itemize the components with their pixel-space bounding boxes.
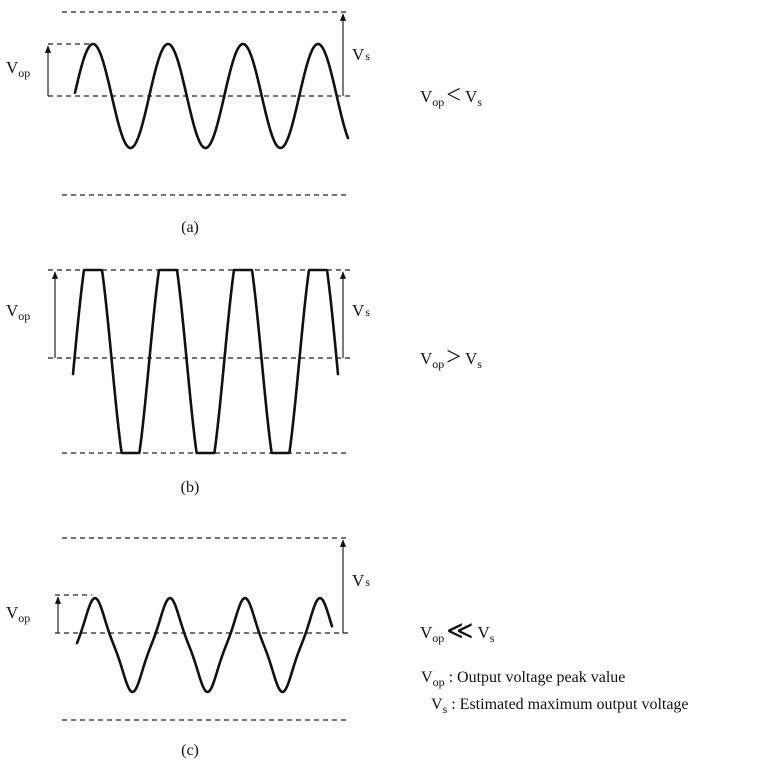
- panel-a: Vop Vs (a) Vop< Vs: [6, 11, 482, 236]
- legend-item-vop: Vop : Output voltage peak value: [421, 669, 625, 689]
- vop-label-a: Vop: [6, 58, 30, 80]
- relation-a: Vop< Vs: [420, 80, 482, 109]
- sine-wave-a: [73, 42, 350, 150]
- vs-label-a: Vs: [352, 45, 370, 64]
- clipped-wave-b: [71, 268, 340, 455]
- vop-label-b: Vop: [6, 301, 30, 323]
- panel-c: Vop Vs (c) Vop≪ Vs: [6, 537, 495, 759]
- relation-b: Vop> Vs: [420, 342, 482, 371]
- legend: Vop : Output voltage peak value Vs : Est…: [421, 669, 689, 716]
- caption-c: (c): [181, 742, 199, 759]
- vop-label-c: Vop: [6, 603, 30, 625]
- vs-label-b: Vs: [352, 301, 370, 320]
- legend-item-vs: Vs : Estimated maximum output voltage: [431, 696, 689, 716]
- distorted-wave-c: [75, 596, 334, 694]
- vs-label-c: Vs: [352, 571, 370, 590]
- caption-a: (a): [181, 219, 199, 236]
- relation-c: Vop≪ Vs: [420, 616, 495, 645]
- caption-b: (b): [181, 479, 200, 496]
- panel-b: Vop Vs (b) Vop> Vs: [6, 268, 482, 496]
